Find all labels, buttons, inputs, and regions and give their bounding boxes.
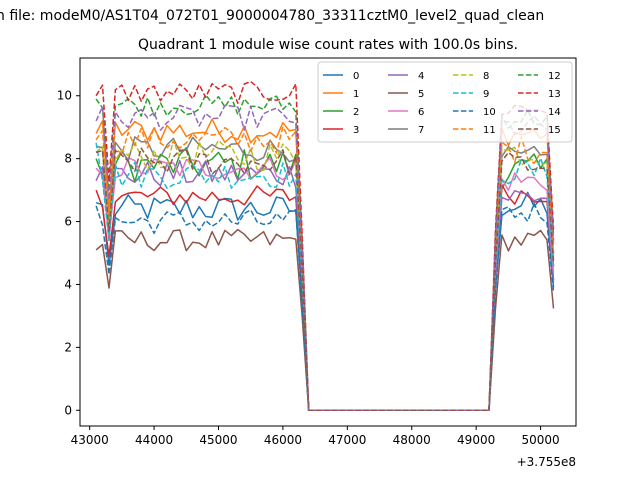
series-line-0 — [95, 191, 555, 412]
y-axis: 0 2 4 6 8 10 — [57, 89, 80, 417]
legend-label-13: 13 — [548, 89, 561, 100]
x-axis: 43000 44000 45000 46000 47000 48000 49000 50000 — [71, 426, 560, 447]
series-line-6 — [95, 157, 555, 412]
legend-label-8: 8 — [483, 71, 489, 82]
x-tick-label: 45000 — [199, 433, 237, 447]
x-tick-label: 43000 — [71, 433, 109, 447]
x-tick-label: 47000 — [328, 433, 366, 447]
legend-label-0: 0 — [353, 71, 359, 82]
x-tick-label: 49000 — [457, 433, 495, 447]
axes-frame — [79, 57, 577, 427]
y-tick-label: 0 — [64, 403, 72, 417]
legend-label-9: 9 — [483, 89, 489, 100]
y-tick-label: 4 — [64, 277, 72, 291]
y-tick-label: 2 — [64, 340, 72, 354]
series-line-13 — [95, 80, 555, 412]
series-line-9 — [95, 142, 555, 412]
series-line-3 — [95, 183, 555, 412]
legend-label-12: 12 — [548, 71, 561, 82]
legend-label-7: 7 — [418, 125, 424, 136]
plot-lines — [95, 80, 555, 412]
legend-box — [317, 61, 573, 143]
legend-label-6: 6 — [418, 107, 424, 118]
x-tick-label: 48000 — [393, 433, 431, 447]
x-tick-label: 50000 — [521, 433, 559, 447]
legend-label-14: 14 — [548, 107, 561, 118]
legend-label-5: 5 — [418, 89, 424, 100]
chart-title: Quadrant 1 module wise count rates with … — [138, 37, 518, 53]
series-line-10 — [95, 202, 555, 412]
series-line-8 — [95, 139, 555, 412]
legend-label-4: 4 — [418, 71, 424, 82]
series-line-11 — [95, 126, 555, 412]
series-line-5 — [95, 228, 555, 412]
x-tick-label: 44000 — [135, 433, 173, 447]
legend-label-3: 3 — [353, 125, 359, 136]
legend-label-2: 2 — [353, 107, 359, 118]
x-axis-offset-label: +3.755e8 — [517, 455, 576, 469]
y-tick-label: 6 — [64, 215, 72, 229]
y-tick-label: 8 — [64, 152, 72, 166]
series-line-15 — [95, 147, 555, 412]
y-tick-label: 10 — [57, 89, 72, 103]
x-tick-label: 46000 — [264, 433, 302, 447]
legend-label-1: 1 — [353, 89, 359, 100]
figure-suptitle: n file: modeM0/AS1T04_072T01_9000004780_… — [0, 8, 544, 24]
legend-label-15: 15 — [548, 125, 561, 136]
legend-label-10: 10 — [483, 107, 496, 118]
legend-label-11: 11 — [483, 125, 496, 136]
